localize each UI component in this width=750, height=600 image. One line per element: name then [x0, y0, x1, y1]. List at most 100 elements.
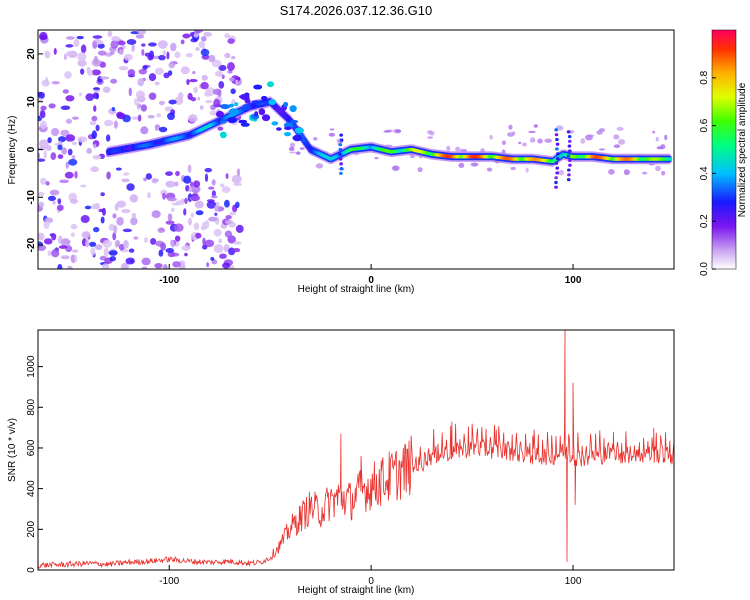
noise-blob — [395, 129, 401, 133]
noise-blob — [206, 262, 210, 268]
noise-blob — [222, 262, 231, 269]
ridge-blob — [283, 101, 289, 108]
noise-blob — [135, 34, 144, 39]
noise-blob — [174, 51, 181, 59]
noise-blob — [67, 148, 73, 156]
noise-blob — [211, 179, 216, 186]
ridge-blob — [261, 95, 268, 101]
noise-blob — [105, 134, 111, 142]
noise-blob — [212, 88, 222, 95]
noise-blob — [193, 222, 200, 231]
noise-blob — [221, 74, 225, 79]
colorbar: 0.0 0.2 0.4 0.6 0.8 Normalized spectral ampl… — [699, 29, 748, 276]
noise-blob — [130, 31, 140, 35]
ridge-disturbance — [555, 142, 560, 146]
noise-blob — [53, 47, 57, 55]
noise-blob — [225, 173, 229, 179]
noise-blob — [65, 118, 73, 124]
noise-blob — [173, 223, 184, 232]
colorbar-tick-label: 0.2 — [699, 214, 710, 228]
noise-blob — [128, 248, 135, 253]
ridge-disturbance — [555, 171, 560, 175]
snr-y-tick-label: 200 — [26, 521, 37, 538]
noise-blob — [166, 51, 170, 60]
noise-blob — [214, 204, 219, 212]
noise-blob — [446, 145, 451, 152]
noise-blob — [114, 203, 119, 212]
noise-blob — [140, 126, 149, 135]
noise-blob — [66, 51, 73, 57]
noise-blob — [111, 36, 121, 42]
ridge-blob — [292, 134, 303, 142]
noise-blob — [102, 86, 111, 93]
noise-blob — [655, 165, 661, 172]
noise-blob — [39, 31, 48, 40]
noise-blob — [47, 137, 52, 144]
noise-blob — [193, 180, 201, 188]
noise-blob — [137, 114, 142, 122]
noise-blob — [118, 65, 129, 71]
noise-blob — [470, 162, 479, 167]
noise-blob — [38, 244, 47, 252]
noise-blob — [227, 38, 235, 44]
noise-blob — [213, 98, 221, 108]
noise-blob — [233, 241, 242, 245]
ridge-disturbance — [568, 158, 572, 163]
noise-blob — [210, 195, 218, 199]
noise-blob — [544, 138, 553, 143]
ridge-blob — [253, 84, 263, 90]
noise-blob — [76, 35, 84, 40]
noise-blob — [225, 214, 232, 220]
noise-blob — [537, 138, 543, 144]
noise-blob — [60, 105, 71, 111]
noise-blob — [661, 170, 666, 176]
noise-blob — [65, 161, 69, 169]
noise-blob — [230, 88, 236, 95]
ridge-disturbance — [555, 147, 559, 151]
noise-blob — [217, 126, 224, 131]
noise-blob — [40, 177, 47, 185]
noise-blob — [185, 52, 193, 58]
noise-blob — [158, 54, 166, 61]
noise-blob — [223, 244, 230, 253]
noise-blob — [170, 42, 177, 52]
noise-blob — [115, 240, 121, 247]
noise-blob — [123, 53, 133, 61]
noise-blob — [57, 144, 63, 151]
noise-blob — [190, 185, 201, 193]
noise-blob — [194, 200, 204, 209]
noise-blob — [115, 167, 122, 171]
noise-blob — [168, 99, 177, 105]
noise-blob — [137, 78, 144, 87]
noise-blob — [110, 78, 118, 84]
noise-blob — [52, 200, 56, 205]
ridge-disturbance — [338, 157, 343, 161]
noise-blob — [165, 180, 176, 188]
noise-blob — [203, 31, 213, 37]
ridge-disturbance — [554, 133, 559, 137]
noise-blob — [486, 167, 493, 172]
noise-blob — [213, 228, 222, 237]
noise-blob — [224, 33, 231, 39]
snr-x-label: Height of straight line (km) — [298, 585, 415, 596]
noise-blob — [213, 244, 224, 254]
ridge-blob — [294, 127, 304, 134]
noise-blob — [74, 254, 78, 263]
noise-blob — [70, 232, 75, 238]
noise-blob — [508, 124, 513, 130]
noise-blob — [296, 151, 301, 155]
noise-blob — [51, 249, 60, 258]
noise-blob — [204, 91, 212, 97]
colorbar-tick-label: 0.8 — [699, 70, 710, 84]
noise-blob — [518, 141, 522, 145]
ridge-blob — [219, 120, 227, 124]
ridge-disturbance — [554, 161, 559, 165]
noise-blob — [642, 171, 648, 175]
noise-blob — [209, 110, 218, 116]
ridge-disturbance — [338, 143, 343, 147]
noise-blob — [151, 178, 158, 184]
ridge-disturbance — [555, 137, 559, 142]
noise-blob — [143, 177, 147, 182]
noise-blob — [585, 134, 593, 141]
